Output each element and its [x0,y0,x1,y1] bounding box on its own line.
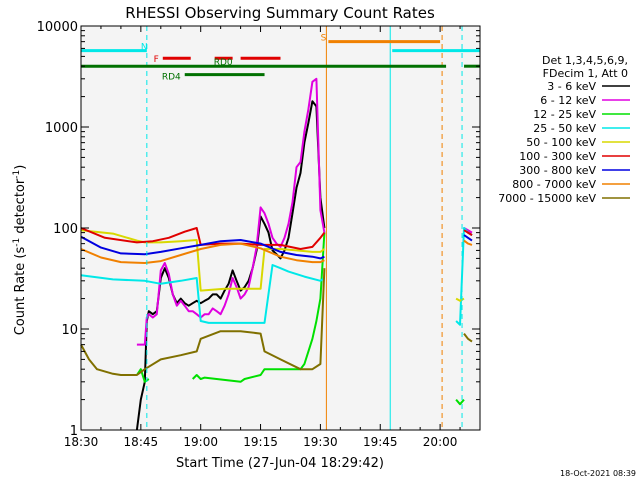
series-line-2-seg-3 [455,398,465,406]
flag-label-f: F [154,55,159,65]
y-tick-label-2: 100 [53,222,78,237]
y-label-mid: detector [13,178,28,238]
flag-layer: NF S RD0 RD4 [81,34,480,83]
legend: Det 1,3,4,5,6,9,FDecim 1, Att 03 - 6 keV… [498,54,630,205]
series-line-4-seg-1 [455,297,465,302]
y-tick-label-3: 1000 [45,121,78,136]
x-tick-label-0: 18:30 [64,435,99,449]
series-line-6-seg-1 [463,234,473,242]
legend-label-5: 100 - 300 keV [519,150,596,163]
y-label-sup1: -1 [12,238,22,247]
x-tick-label-5: 19:45 [363,435,398,449]
chart-title: RHESSI Observing Summary Count Rates [125,4,435,22]
y-label-end: ) [13,165,28,170]
series-line-5-seg-0 [80,227,326,250]
x-tick-label-6: 20:00 [423,435,458,449]
y-tick-label-1: 10 [61,323,78,338]
series-layer [80,77,473,431]
axis-layer: 18:30 18:45 19:00 19:15 19:30 19:45 20:00 1 10 10… [37,20,481,449]
y-label-main: Count Rate (s [13,247,28,336]
series-line-2-seg-2 [191,232,326,383]
y-tick-label-4: 10000 [37,20,78,35]
y-axis-label: Count Rate (s-1 detector-1) [12,165,28,336]
y-tick-label-0: 1 [70,424,78,439]
legend-label-8: 7000 - 15000 keV [498,192,596,205]
series-line-8-seg-1 [463,332,473,343]
x-axis-label: Start Time (27-Jun-04 18:29:42) [176,456,384,471]
flag-label-rd0: RD0 [214,58,233,68]
flag-label-n: N [141,43,148,53]
series-line-5-seg-1 [463,229,473,236]
footer-timestamp: 18-Oct-2021 08:39 [560,469,636,478]
legend-label-3: 25 - 50 keV [533,122,596,135]
legend-header-0: Det 1,3,4,5,6,9, [542,54,628,67]
flag-label-rd4: RD4 [162,73,181,83]
legend-label-0: 3 - 6 keV [547,80,596,93]
series-line-1-seg-0 [136,77,326,346]
legend-label-2: 12 - 25 keV [533,108,596,121]
legend-label-7: 800 - 7000 keV [512,178,596,191]
flag-label-s: S [321,34,327,44]
plot-background [81,26,480,430]
legend-header-1: FDecim 1, Att 0 [543,67,628,80]
legend-label-4: 50 - 100 keV [526,136,596,149]
vertical-marker-layer [80,26,463,430]
series-line-7-seg-1 [463,239,473,246]
series-line-8-seg-0 [80,268,326,376]
x-tick-label-4: 19:30 [303,435,338,449]
x-tick-label-1: 18:45 [124,435,159,449]
series-line-6-seg-0 [80,235,325,260]
x-tick-label-3: 19:15 [243,435,278,449]
series-line-0-seg-0 [135,100,326,431]
series-line-7-seg-0 [80,242,325,264]
legend-label-6: 300 - 800 keV [519,164,596,177]
x-tick-label-2: 19:00 [183,435,218,449]
series-line-3-seg-0 [80,264,325,324]
y-label-sup2: -1 [12,170,22,179]
legend-label-1: 6 - 12 keV [540,94,596,107]
